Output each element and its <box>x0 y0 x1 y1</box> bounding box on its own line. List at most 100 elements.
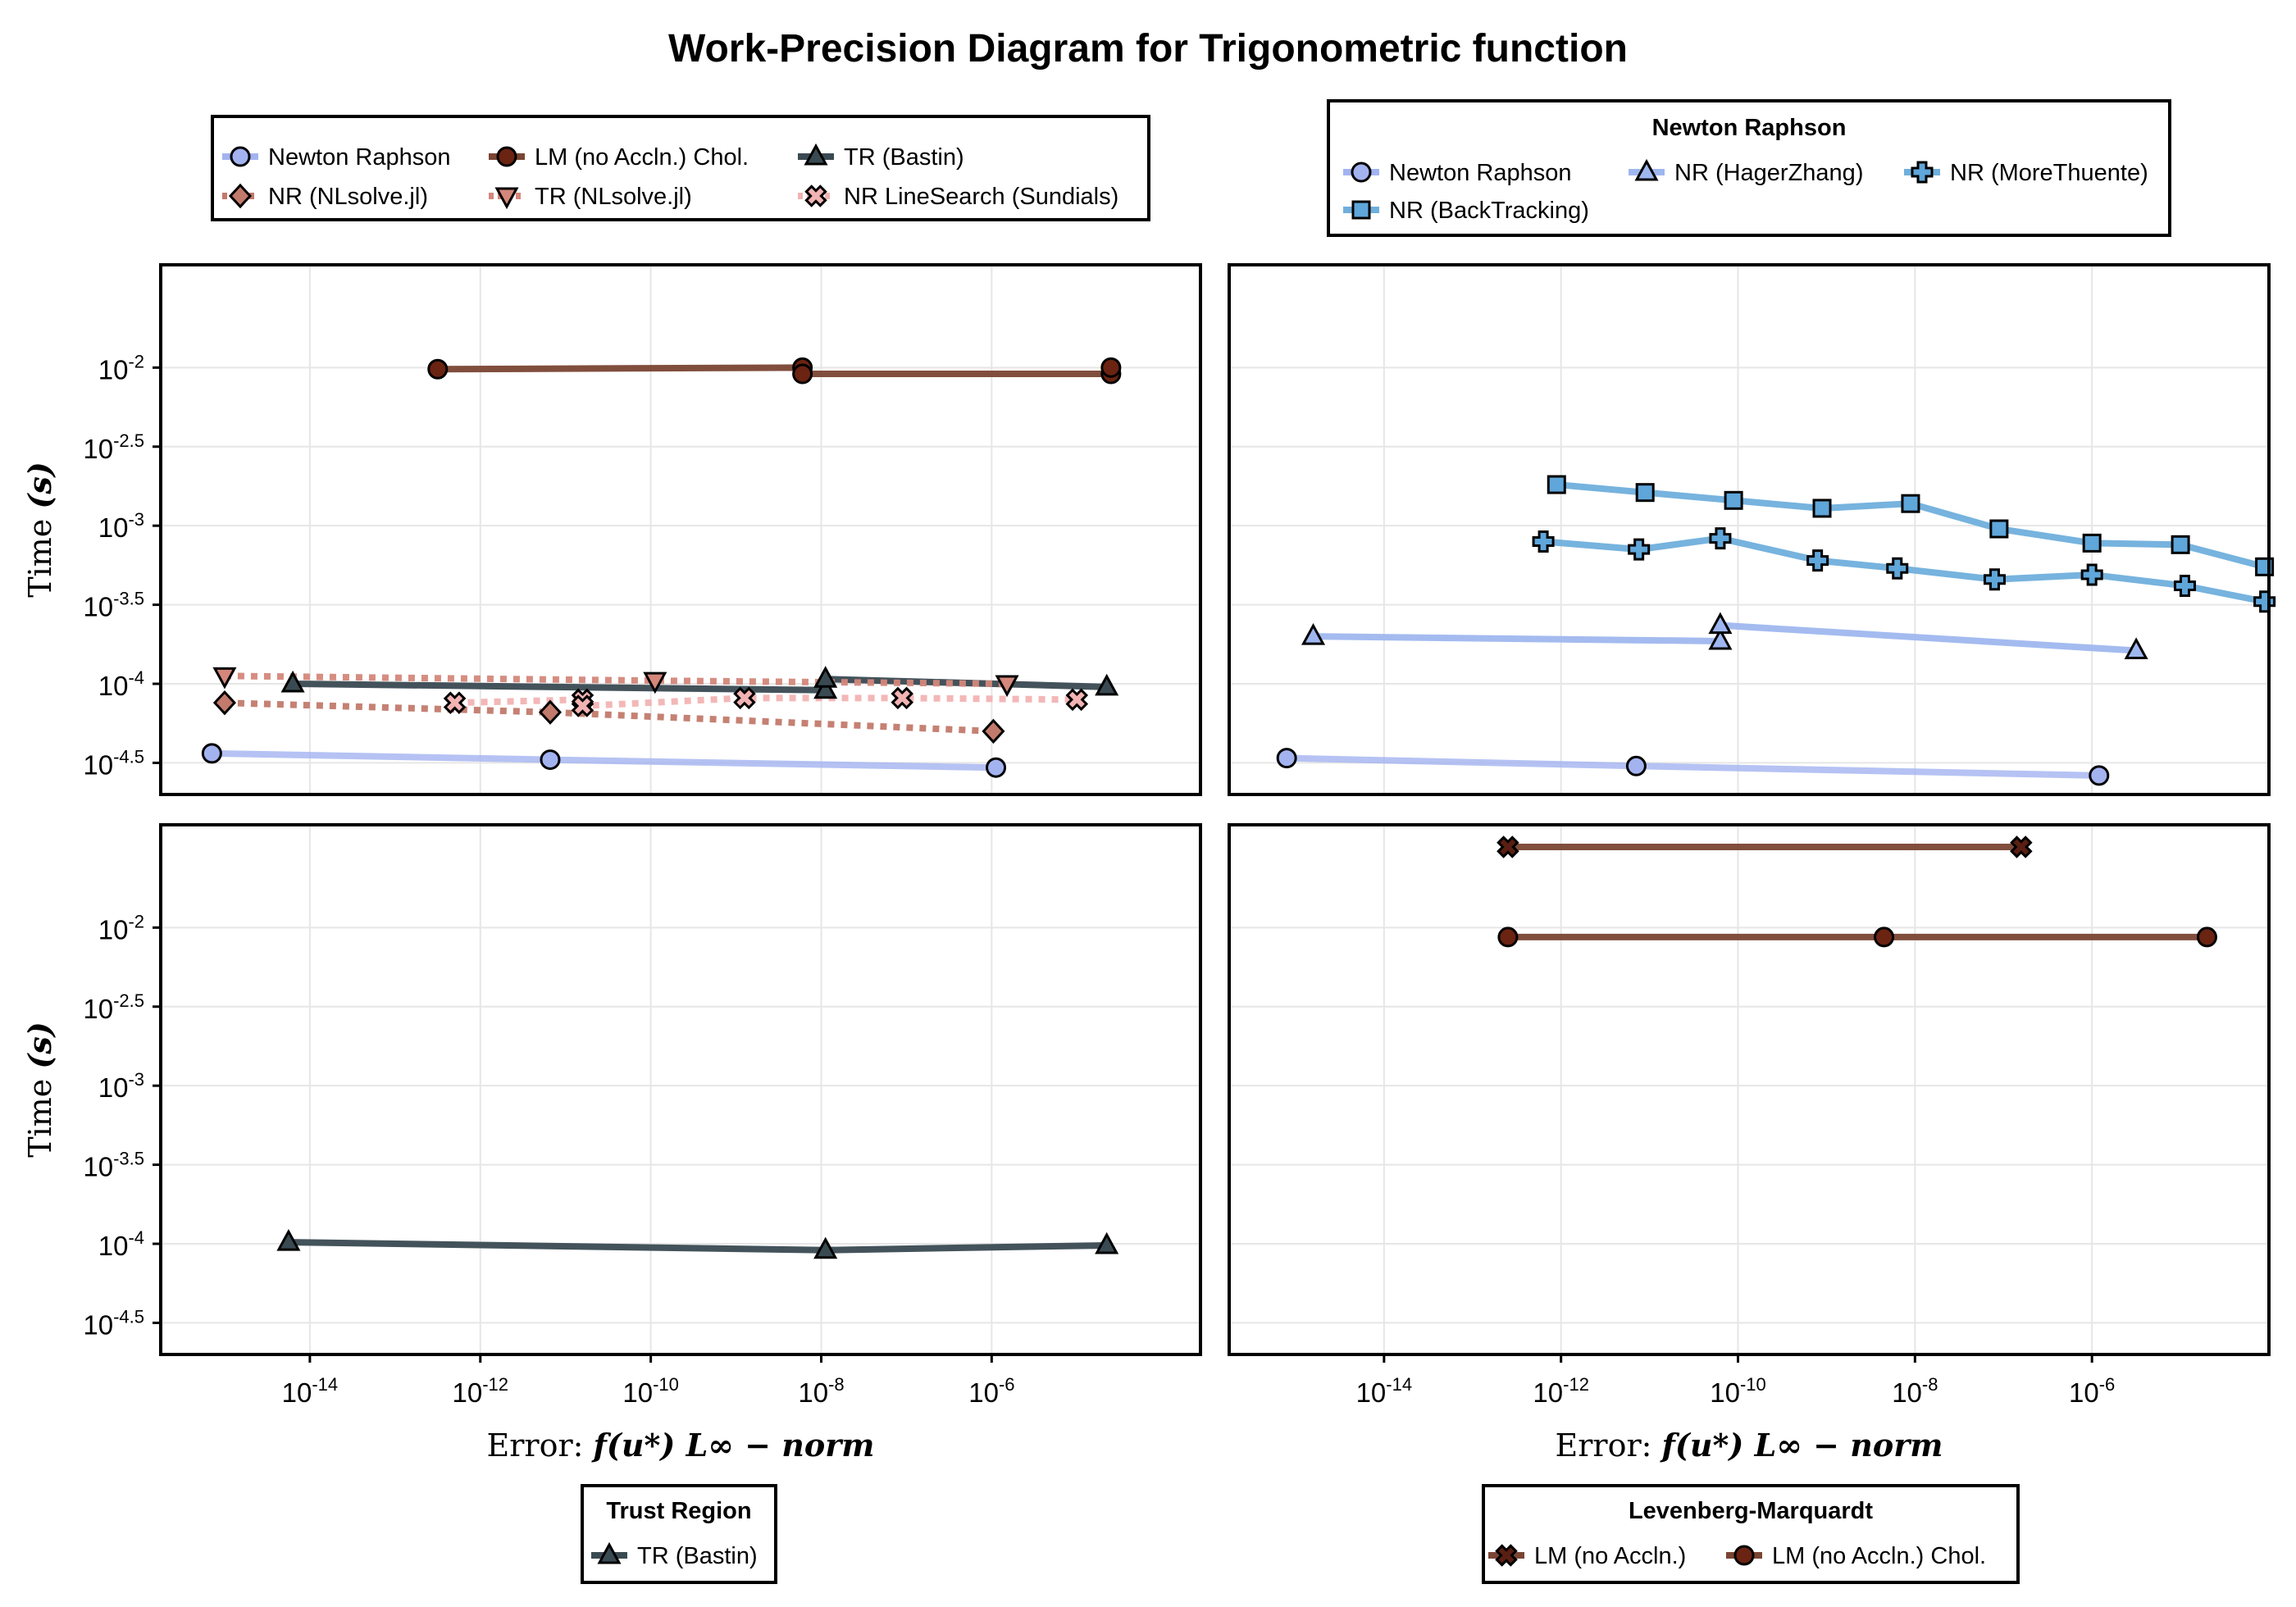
series-lines <box>1507 843 2207 940</box>
data-point <box>2253 590 2276 613</box>
data-point <box>571 694 594 717</box>
panel-bottom-left: 10-2 10-2.5 10-3 10-3.5 10-4 10-4.5 Time (s) 10… <box>21 823 1202 1464</box>
data-point <box>1708 612 1733 635</box>
series-line-lm-no-accln-chol- <box>437 364 1114 378</box>
legend-entry-label: NR (HagerZhang) <box>1674 160 1863 186</box>
data-point <box>643 671 667 694</box>
data-point <box>891 686 914 710</box>
y-tick-label: 10-2.5 <box>83 430 144 464</box>
data-point <box>982 718 1005 744</box>
data-point <box>1095 1231 1119 1254</box>
y-tick-label: 10-3.5 <box>83 589 144 622</box>
x-tick-label: 10-10 <box>1710 1374 1766 1408</box>
y-tick-label: 10-3 <box>98 1069 144 1103</box>
data-point <box>813 676 838 699</box>
series-line-newton-raphson <box>212 749 996 772</box>
plot-panels: 10-2 10-2.5 10-3 10-3.5 10-4 10-4.5 Time (s) 10… <box>21 263 2276 1464</box>
y-tick-label: 10-2.5 <box>83 990 144 1024</box>
data-point <box>276 1228 301 1251</box>
y-tick-label: 10-2 <box>98 911 144 945</box>
legend-entry-label: LM (no Accln.) Chol. <box>535 144 749 171</box>
y-tick-label: 10-4.5 <box>83 1306 144 1340</box>
legend-swatch-marker <box>804 143 828 166</box>
series-markers <box>1276 475 2276 786</box>
data-point <box>1276 748 1297 769</box>
legend-entry-label: Newton Raphson <box>268 144 450 171</box>
x-tick-label: 10-8 <box>1892 1374 1938 1408</box>
legend-swatch-marker <box>1911 161 1934 184</box>
legend-entry-label: TR (NLsolve.jl) <box>535 184 692 210</box>
data-point <box>792 363 813 385</box>
series-line-nr-linesearch-sundials- <box>454 694 1077 710</box>
data-point <box>1886 557 1909 580</box>
series-line-newton-raphson <box>1287 754 2099 779</box>
legend-swatch-marker <box>1733 1545 1755 1566</box>
y-axis-label: Time (s) <box>21 1022 58 1157</box>
grid <box>1229 825 2269 1354</box>
legend-title: Newton Raphson <box>1652 115 1847 141</box>
data-point <box>813 666 838 688</box>
x-tick-label: 10-8 <box>798 1374 844 1408</box>
data-point <box>733 686 756 710</box>
y-tick-label: 10-4 <box>98 667 144 701</box>
data-point <box>540 749 561 771</box>
legend-title: Levenberg-Marquardt <box>1629 1498 1873 1524</box>
legend-swatch-marker <box>1351 200 1371 220</box>
data-point <box>1901 494 1920 513</box>
data-point <box>1812 498 1832 518</box>
legend-entry-label: NR (NLsolve.jl) <box>268 184 428 210</box>
data-point <box>1100 357 1122 378</box>
data-point <box>1628 538 1651 561</box>
data-point <box>538 699 563 725</box>
data-point <box>995 675 1019 698</box>
data-point <box>1983 568 2006 591</box>
data-point <box>427 358 449 380</box>
series-markers <box>276 1228 1119 1259</box>
legend-swatch-marker <box>1495 1544 1518 1567</box>
data-point <box>280 670 305 693</box>
data-point <box>1065 688 1089 712</box>
legend-top-left: Newton Raphson LM (no Accln.) Chol. TR (Ba… <box>211 115 1150 221</box>
data-point <box>2173 574 2196 597</box>
data-point <box>1989 519 2009 539</box>
panel-top-left: 10-2 10-2.5 10-3 10-3.5 10-4 10-4.5 Time (s) <box>21 263 1202 796</box>
y-tick-label: 10-4 <box>98 1227 144 1261</box>
data-point <box>986 757 1007 778</box>
data-point <box>1496 835 1519 858</box>
data-point <box>2082 533 2102 553</box>
legend-entry-label: NR (BackTracking) <box>1389 198 1589 224</box>
legend-swatch-marker <box>597 1541 622 1564</box>
x-tick-label: 10-12 <box>1533 1374 1589 1408</box>
grid <box>1229 265 2269 794</box>
legend-swatch-marker <box>228 183 253 209</box>
legend-entry-label: LM (no Accln.) Chol. <box>1772 1543 1986 1569</box>
series-line-nr-nlsolve-jl- <box>224 699 994 735</box>
x-tick-label: 10-12 <box>452 1374 508 1408</box>
data-point <box>2124 637 2148 660</box>
data-point <box>2089 765 2110 786</box>
y-tick-label: 10-3.5 <box>83 1149 144 1182</box>
x-tick-label: 10-14 <box>282 1374 339 1408</box>
data-point <box>1497 926 1519 948</box>
legend-swatch-marker <box>230 146 251 167</box>
data-point <box>1635 483 1655 503</box>
legend-top-right: Newton Raphson Newton Raphson NR (HagerZha… <box>1327 99 2171 237</box>
legends: Newton Raphson LM (no Accln.) Chol. TR (Ba… <box>211 99 2171 1584</box>
data-point <box>1095 673 1119 696</box>
data-point <box>201 743 222 764</box>
grid <box>161 825 1200 1354</box>
legend-entry-label: LM (no Accln.) <box>1534 1543 1686 1569</box>
legend-frame <box>1327 99 2171 237</box>
legend-swatch-marker <box>1634 158 1659 181</box>
data-point <box>1874 926 1895 948</box>
data-point <box>212 667 237 690</box>
plot-frame <box>1228 823 2271 1356</box>
data-point <box>212 690 236 716</box>
data-point <box>2171 535 2190 554</box>
legend-frame <box>211 115 1150 221</box>
y-tick-label: 10-4.5 <box>83 746 144 780</box>
x-tick-label: 10-14 <box>1356 1374 1413 1408</box>
grid <box>161 265 1200 794</box>
data-point <box>1709 527 1732 550</box>
